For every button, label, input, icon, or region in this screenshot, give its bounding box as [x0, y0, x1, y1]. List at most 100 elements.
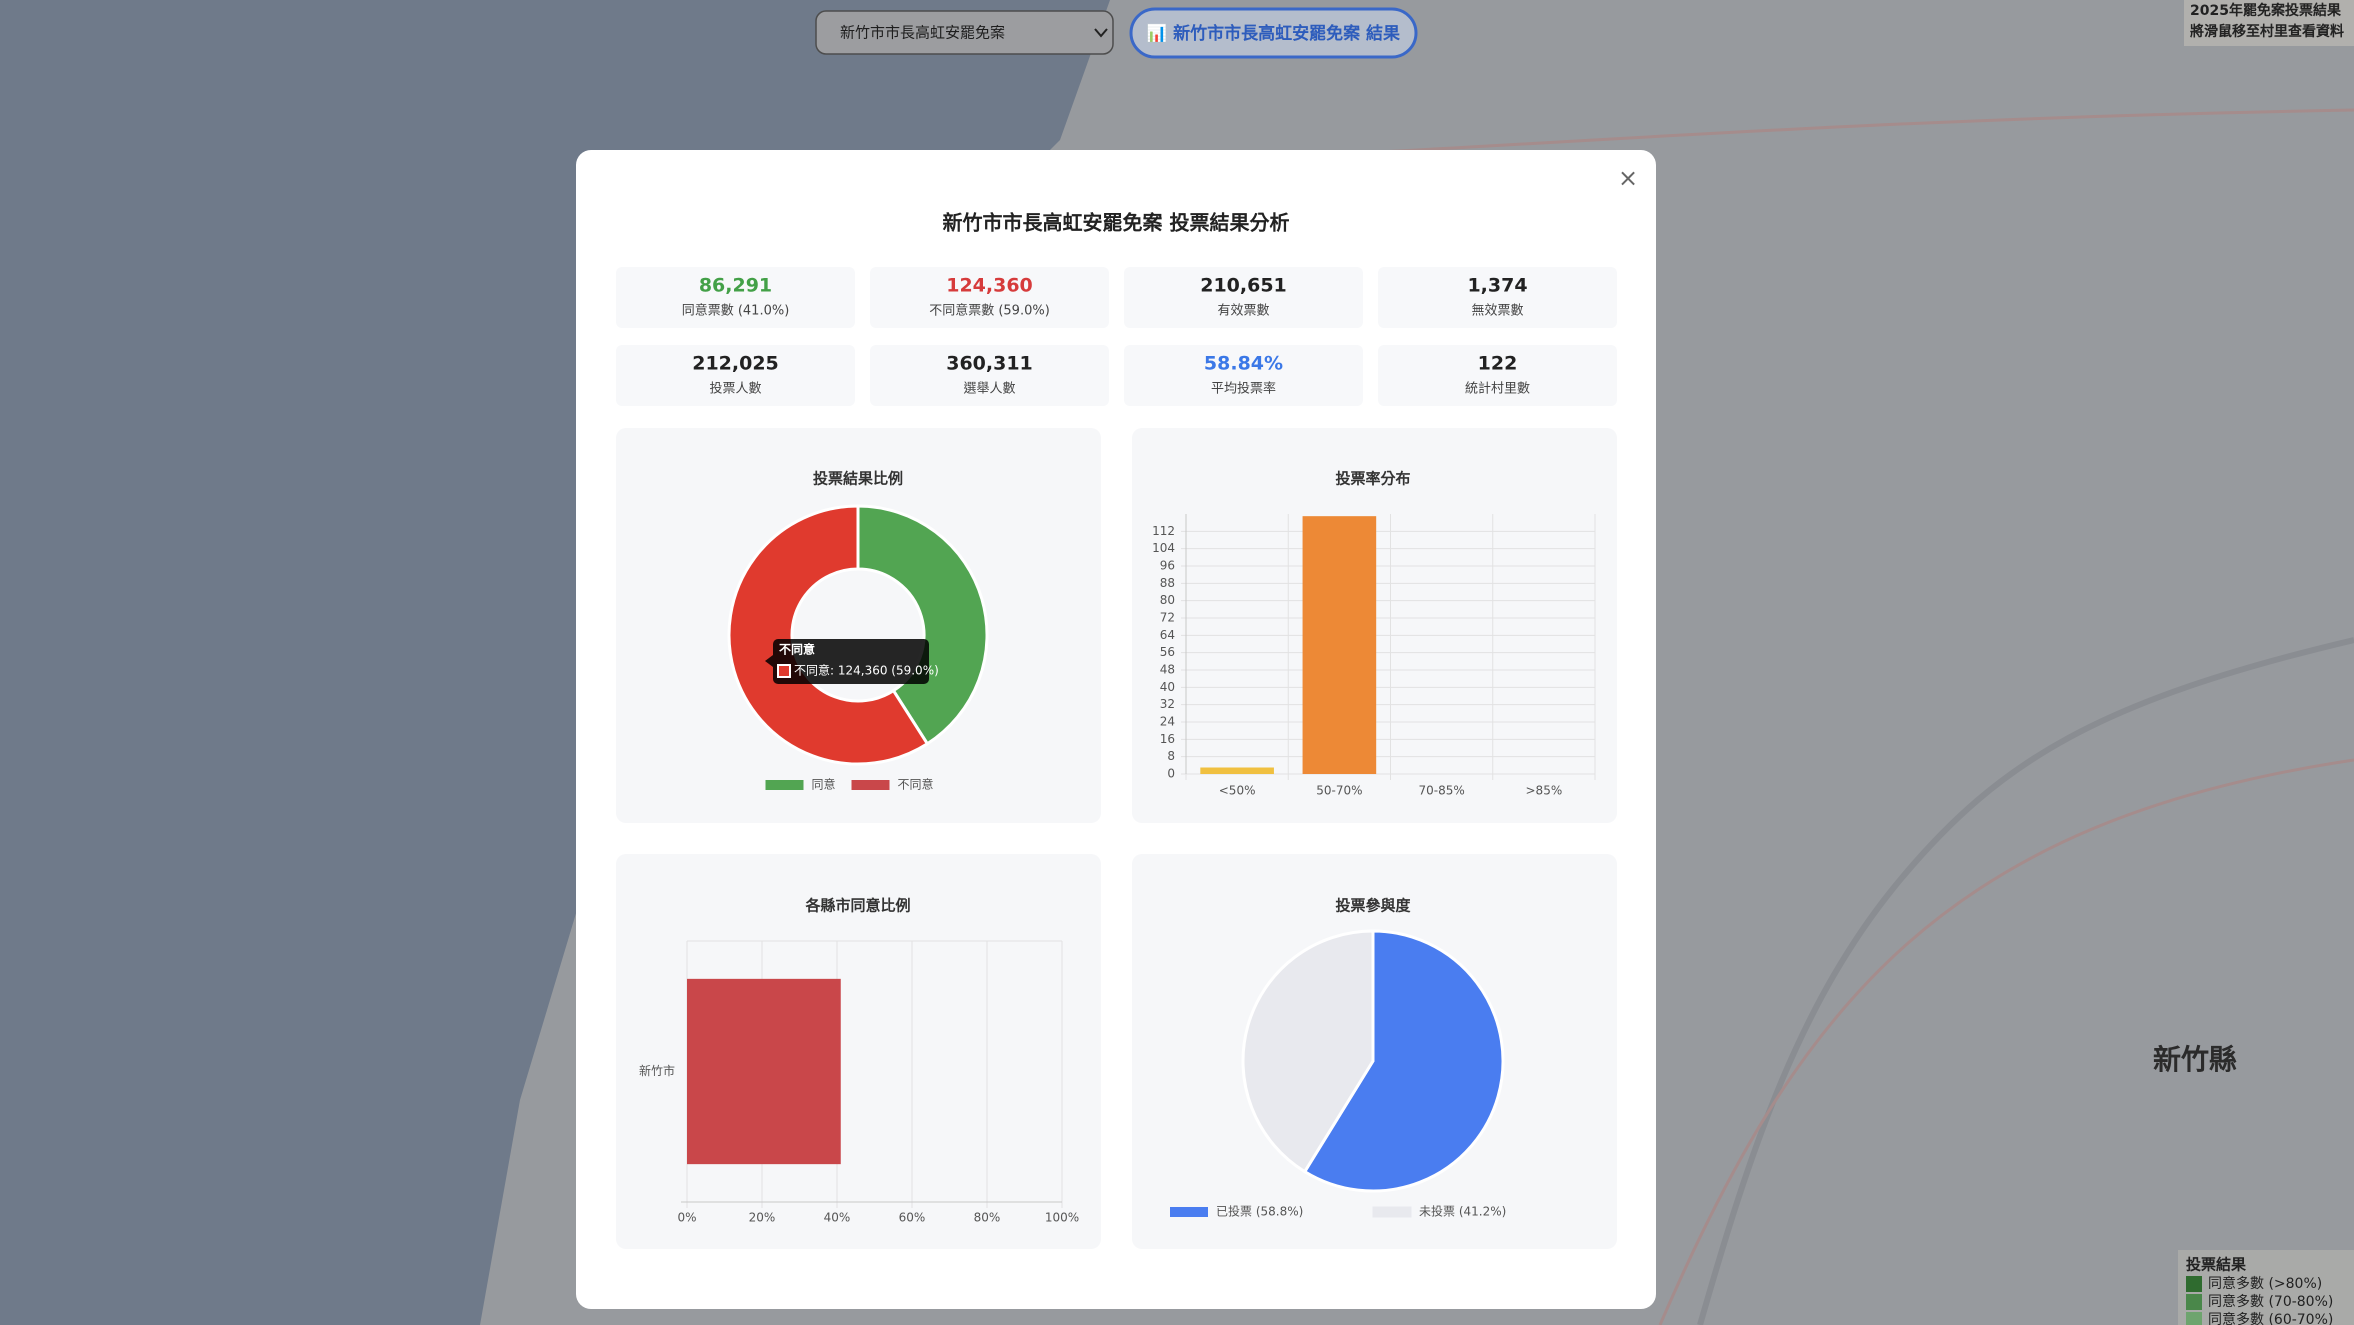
stat-value: 124,360 [946, 275, 1033, 297]
legend-swatch [1170, 1207, 1208, 1217]
map-legend-swatch [2186, 1294, 2202, 1310]
stat-card [1378, 267, 1617, 328]
stat-label: 統計村里數 [1465, 381, 1530, 397]
stat-label: 不同意票數 (59.0%) [929, 303, 1050, 319]
region-select[interactable] [815, 10, 1114, 55]
y-tick-label: 0 [1167, 767, 1175, 781]
info-hint: 將滑鼠移至村里查看資料 [2190, 23, 2344, 40]
stat-card [870, 345, 1109, 406]
y-tick-label: 8 [1167, 749, 1175, 763]
stat-label: 有效票數 [1217, 304, 1269, 319]
stat-card [616, 345, 855, 406]
stat-card [1124, 267, 1363, 328]
map-legend-swatch [2186, 1276, 2202, 1292]
chart-panel [616, 428, 1101, 823]
select-chevron [1094, 28, 1108, 38]
legend-label: 已投票 (58.8%) [1216, 1204, 1303, 1219]
tooltip-label: 不同意: 124,360 (59.0%) [794, 663, 939, 678]
stat-value: 1,374 [1467, 275, 1527, 297]
map-legend-box [2178, 1250, 2354, 1325]
y-tick-label: 32 [1160, 697, 1175, 711]
button-text: 📊 新竹市市長高虹安罷免案 結果 [1146, 23, 1400, 44]
river [1697, 637, 2354, 1325]
y-tick-label: 72 [1160, 611, 1175, 625]
chart-title: 投票率分布 [1335, 470, 1410, 488]
stats: 86,291 同意票數 (41.0%) 124,360 不同意票數 (59.0%) 21… [616, 267, 1617, 406]
stat-card [1378, 345, 1617, 406]
info-panel [2184, 0, 2354, 46]
x-tick-label: 100% [1045, 1211, 1079, 1225]
chart: 0 8 16 24 32 40 48 56 64 72 80 88 96 104 112 <50% 50-70%… [1152, 514, 1596, 798]
y-tick-label: 104 [1152, 541, 1175, 555]
legend-swatch [1372, 1206, 1412, 1218]
stat-card [616, 267, 855, 328]
map-legend-label: 同意多數 (60-70%) [2208, 1311, 2333, 1325]
stat-label: 選舉人數 [963, 381, 1015, 397]
map-legend-label: 同意多數 (>80%) [2208, 1275, 2322, 1292]
stat-card [870, 267, 1109, 328]
stat-value: 360,311 [946, 353, 1033, 375]
close-button[interactable]: × [1618, 164, 1638, 192]
map-legend-title: 投票結果 [2186, 1256, 2247, 1274]
stat-label: 平均投票率 [1211, 381, 1276, 397]
map-legend: 投票結果 同意多數 (>80%)同意多數 (70-80%)同意多數 (60-70… [2178, 1250, 2354, 1325]
y-tick-label: 48 [1160, 663, 1175, 677]
stat-value: 86,291 [699, 275, 772, 297]
chart-title: 投票結果比例 [813, 470, 903, 488]
x-tick-label: <50% [1219, 784, 1256, 798]
chart-title: 投票參與度 [1335, 897, 1411, 915]
x-tick-label: >85% [1526, 784, 1563, 798]
y-tick-label: 80 [1160, 593, 1175, 607]
stat-value: 210,651 [1200, 275, 1287, 297]
x-tick-label: 80% [974, 1211, 1001, 1225]
bar [687, 978, 841, 1165]
stat-value: 122 [1478, 353, 1518, 375]
x-tick-label: 20% [749, 1211, 776, 1225]
x-tick-label: 70-85% [1418, 784, 1464, 798]
y-tick-label: 56 [1160, 645, 1175, 659]
legend-swatch [765, 780, 804, 790]
stat-label: 無效票數 [1471, 304, 1523, 319]
legend-swatch [851, 780, 890, 790]
y-tick-label: 88 [1160, 576, 1175, 590]
y-tick-label: 64 [1160, 628, 1175, 642]
y-tick-label: 96 [1160, 559, 1175, 573]
bar [1302, 516, 1377, 774]
legend-label: 未投票 (41.2%) [1419, 1204, 1506, 1219]
y-tick-label: 24 [1160, 715, 1175, 729]
legend-label: 同意 [812, 777, 836, 792]
x-tick-label: 0% [677, 1211, 696, 1225]
stat-value: 58.84% [1204, 353, 1283, 375]
y-tick-label: 40 [1160, 680, 1175, 694]
y-tick-label: 新竹市 [639, 1063, 675, 1078]
tooltip-arrow [765, 655, 773, 667]
stat-card [1124, 345, 1363, 406]
bar [1200, 767, 1274, 774]
y-tick-label: 112 [1152, 524, 1175, 538]
x-tick-label: 60% [899, 1211, 926, 1225]
info-title: 2025年罷免案投票結果 [2190, 2, 2342, 19]
map-legend-label: 同意多數 (70-80%) [2208, 1293, 2333, 1310]
stat-label: 同意票數 (41.0%) [682, 303, 790, 319]
stat-value: 212,025 [692, 353, 779, 375]
x-tick-label: 50-70% [1316, 784, 1362, 798]
result-button[interactable] [1129, 7, 1418, 59]
slice [1302, 929, 1505, 1193]
y-tick-label: 16 [1160, 732, 1175, 746]
legend-label: 不同意 [898, 777, 934, 792]
select-text: 新竹市市長高虹安罷免案 [840, 24, 1005, 42]
slice [856, 504, 989, 746]
tooltip-title: 不同意 [779, 642, 815, 657]
slice [1241, 929, 1375, 1174]
chart: 已投票 (58.8%) 未投票 (41.2%) [1170, 929, 1506, 1219]
tooltip-swatch [777, 664, 791, 678]
x-tick-label: 40% [824, 1211, 851, 1225]
stat-label: 投票人數 [709, 381, 761, 397]
chart-title: 各縣市同意比例 [804, 897, 910, 915]
map-legend-swatch [2186, 1312, 2202, 1325]
map-label: 新竹縣 [2153, 1043, 2237, 1076]
tooltip [773, 639, 929, 684]
